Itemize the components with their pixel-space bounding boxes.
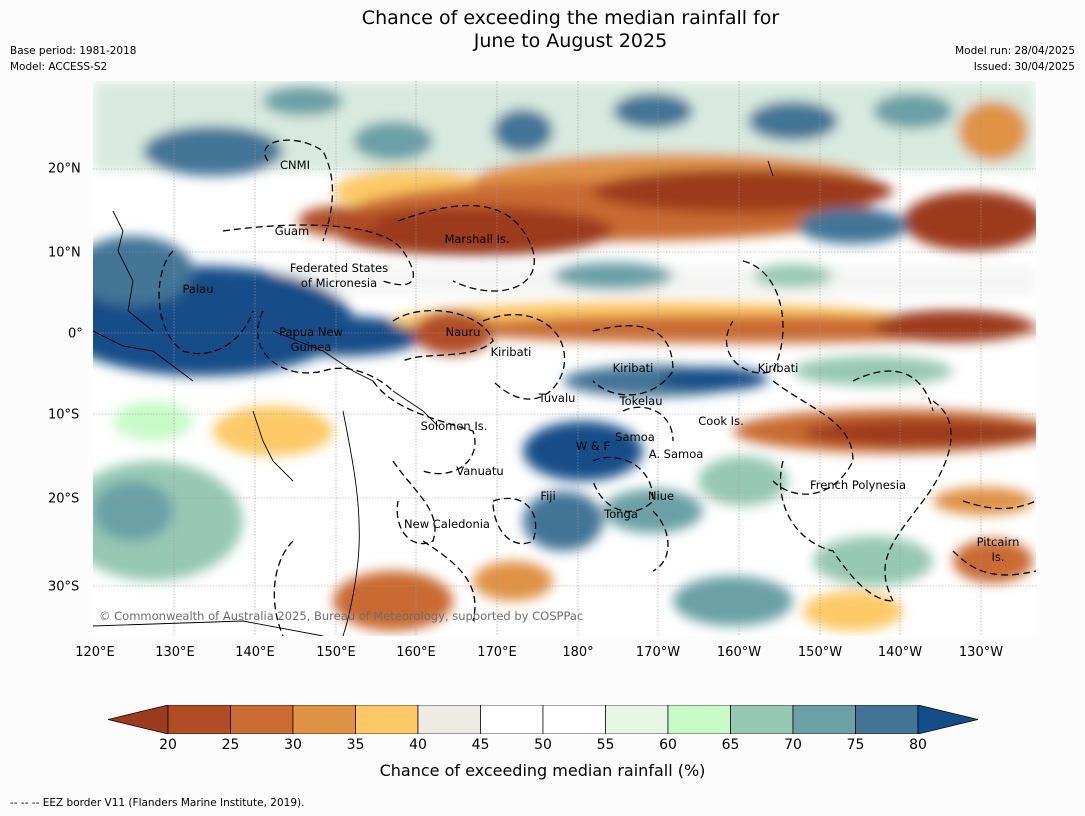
colorbar-tick: 75 [846,737,865,753]
colorbar-tick: 80 [909,737,927,753]
region-label-french-polynesia: French Polynesia [809,478,907,492]
colorbar-extend-low [108,705,169,734]
region-label-fsm-2: of Micronesia [300,276,378,290]
eez-borders [158,139,1036,636]
issued-date: Issued: 30/04/2025 [973,61,1075,73]
lon-tick: 140°W [877,645,923,660]
graticule [93,81,1036,636]
region-label-pitcairn-1: Pitcairn [976,535,1020,549]
meta-left: Base period: 1981-2018 Model: ACCESS-S2 [10,43,136,75]
region-label-tonga: Tonga [604,507,638,521]
colorbar-bin [730,705,794,734]
region-label-kiribati-central: Kiribati [612,361,654,375]
region-label-wallis-futuna: W & F [575,439,611,453]
colorbar-tick: 35 [346,737,365,753]
title-line-1: Chance of exceeding the median rainfall … [361,7,780,29]
region-label-vanuatu: Vanuatu [456,464,504,478]
colorbar-tick: 25 [221,737,240,753]
region-label-solomon: Solomon Is. [420,419,488,433]
colorbar-tick: 70 [784,737,802,753]
region-label-fsm-1: Federated States [289,261,389,275]
region-label-pitcairn-2: Is. [991,550,1005,564]
region-label-cook: Cook Is. [698,414,744,428]
region-label-american-samoa: A. Samoa [648,447,704,461]
lon-tick: 180° [562,645,594,660]
region-label-guam: Guam [274,224,310,238]
region-label-new-caledonia: New Caledonia [404,517,490,531]
colorbar-bin [667,705,731,734]
region-label-palau: Palau [182,282,214,296]
lon-tick: 160°E [396,645,436,660]
colorbar-extend-high [917,705,978,734]
colorbar-tick: 60 [659,737,677,753]
base-period: Base period: 1981-2018 [10,45,137,57]
region-label-samoa: Samoa [615,430,655,444]
colorbar-tick: 65 [721,737,740,753]
lon-tick: 160°W [716,645,762,660]
lat-tick: 10°S [48,407,80,423]
region-label-nauru: Nauru [445,325,481,339]
colorbar-tick: 55 [596,737,615,753]
colorbar [108,705,978,734]
meta-right: Model run: 28/04/2025 Issued: 30/04/2025 [955,43,1075,75]
title-line-2: June to August 2025 [473,30,668,52]
colorbar-bin [355,705,419,734]
lat-tick: 20°S [48,491,80,507]
region-label-tuvalu: Tuvalu [538,391,576,405]
probability-field [93,81,1036,631]
lat-tick: 0° [68,326,83,342]
colorbar-tick: 45 [471,737,490,753]
colorbar-bin [855,705,919,734]
model-run: Model run: 28/04/2025 [955,45,1075,57]
colorbar-tick: 20 [159,737,177,753]
colorbar-tick: 40 [409,737,427,753]
lon-tick: 130°W [958,645,1004,660]
coastlines [93,160,774,636]
region-label-fiji: Fiji [540,489,556,503]
region-label-tokelau: Tokelau [619,394,663,408]
region-label-cnmi: CNMI [280,158,310,172]
colorbar-bin [417,705,481,734]
colorbar-bin [230,705,294,734]
eez-footnote: -- -- -- EEZ border V11 (Flanders Marine… [10,797,305,809]
colorbar-bin [542,705,606,734]
region-label-marshall: Marshall Is. [444,232,510,246]
colorbar-tick: 50 [534,737,552,753]
rainfall-map: © Commonwealth of Australia 2025, Bureau… [93,81,1036,636]
colorbar-bin [792,705,856,734]
lon-tick: 170°E [477,645,517,660]
lon-tick: 120°E [75,645,115,660]
colorbar-bin [480,705,544,734]
region-label-kiribati-west: Kiribati [490,345,532,359]
copyright-notice: © Commonwealth of Australia 2025, Bureau… [99,609,584,623]
region-label-png-1: Papua New [279,325,343,339]
lat-tick: 20°N [48,161,81,177]
region-label-niue: Niue [647,489,675,503]
lon-tick: 140°E [235,645,275,660]
colorbar-label: Chance of exceeding median rainfall (%) [379,761,706,780]
colorbar-bin [167,705,231,734]
region-label-kiribati-east: Kiribati [757,361,799,375]
lat-tick: 10°N [48,245,81,261]
region-label-png-2: Guinea [290,340,332,354]
colorbar-tick: 30 [284,737,302,753]
map-canvas [93,81,1036,636]
lon-tick: 150°E [316,645,356,660]
colorbar-bin [292,705,356,734]
model-name: Model: ACCESS-S2 [10,61,108,73]
lon-tick: 170°W [635,645,681,660]
colorbar-bin [605,705,669,734]
lat-tick: 30°S [48,579,80,595]
map-title: Chance of exceeding the median rainfall … [0,7,1085,53]
lon-tick: 130°E [155,645,195,660]
lon-tick: 150°W [797,645,843,660]
